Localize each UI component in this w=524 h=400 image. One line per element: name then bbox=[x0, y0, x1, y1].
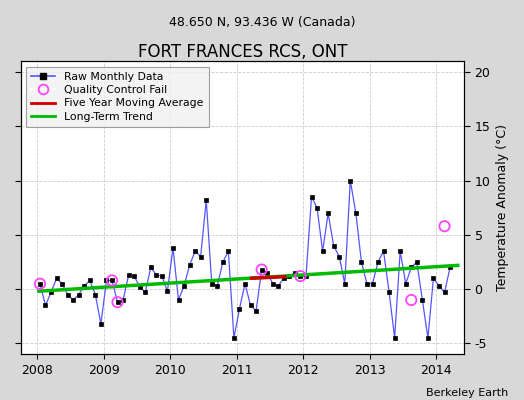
Point bbox=[36, 280, 44, 287]
Title: FORT FRANCES RCS, ONT: FORT FRANCES RCS, ONT bbox=[138, 43, 347, 61]
Point bbox=[113, 299, 122, 305]
Point bbox=[407, 297, 416, 303]
Point bbox=[440, 223, 449, 229]
Point bbox=[257, 266, 266, 273]
Point bbox=[108, 277, 116, 284]
Legend: Raw Monthly Data, Quality Control Fail, Five Year Moving Average, Long-Term Tren: Raw Monthly Data, Quality Control Fail, … bbox=[26, 66, 209, 127]
Text: Berkeley Earth: Berkeley Earth bbox=[426, 388, 508, 398]
Point bbox=[296, 273, 304, 279]
Text: 48.650 N, 93.436 W (Canada): 48.650 N, 93.436 W (Canada) bbox=[169, 16, 355, 29]
Y-axis label: Temperature Anomaly (°C): Temperature Anomaly (°C) bbox=[496, 124, 509, 291]
